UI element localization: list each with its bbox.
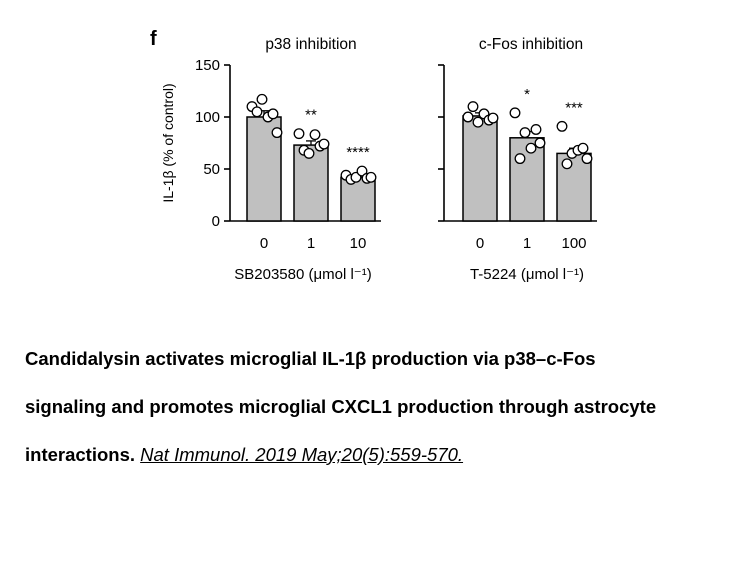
x-tick-label: 1 [307,235,315,252]
significance-marker: **** [346,144,370,161]
data-point [534,137,546,149]
data-point [318,138,330,150]
data-point [365,171,377,183]
significance-marker: * [524,86,530,103]
x-tick-label: 1 [523,235,531,252]
x-axis-label: SB203580 (μmol l⁻¹) [234,266,371,283]
y-tick-label: 50 [203,161,220,178]
data-point [251,106,263,118]
citation-link[interactable]: Nat Immunol. 2019 May;20(5):559-570. [140,444,464,465]
data-point [509,107,521,119]
data-point [581,153,593,165]
x-axis-label: T-5224 (μmol l⁻¹) [470,266,584,283]
caption-line-1: Candidalysin activates microglial IL-1β … [25,348,596,369]
y-axis-label: IL-1β (% of control) [160,83,176,202]
significance-marker: ** [305,107,317,124]
data-point [293,128,305,140]
data-point [561,158,573,170]
chart-p38-inhibition: p38 inhibition 0 50 100 150 0 1 ** 10 **** SB20358… [195,36,381,283]
data-point [462,111,474,123]
chart-title: c-Fos inhibition [479,36,583,53]
bar [462,115,498,222]
data-point [303,147,315,159]
chart-cfos-inhibition: c-Fos inhibition 0 1 * 100 *** T-5224 (μmol l⁻… [438,36,597,283]
x-tick-label: 0 [476,235,484,252]
bar [340,176,376,222]
data-point [256,93,268,105]
y-tick-label: 0 [212,213,220,230]
chart-title: p38 inhibition [265,36,356,53]
data-point [487,112,499,124]
data-point [467,101,479,113]
significance-marker: *** [565,99,583,116]
x-tick-label: 10 [350,235,367,252]
data-point [577,142,589,154]
data-point [309,129,321,141]
data-point [514,153,526,165]
data-point [472,116,484,128]
caption-line-2: signaling and promotes microglial CXCL1 … [25,396,657,417]
x-tick-label: 100 [561,235,586,252]
data-point [267,108,279,120]
caption-line-3: interactions. Nat Immunol. 2019 May;20(5… [25,444,463,466]
data-point [271,127,283,139]
panel-label: f [150,28,157,50]
data-point [525,142,537,154]
x-tick-label: 0 [260,235,268,252]
data-point [556,120,568,132]
y-tick-label: 150 [195,57,220,74]
data-point [356,165,368,177]
data-point [530,124,542,135]
data-point [519,127,531,139]
figure-panel-f: f IL-1β (% of control) p38 inhibition 0 50… [150,28,597,283]
y-tick-label: 100 [195,109,220,126]
caption-line-3-text: interactions. [25,444,135,465]
